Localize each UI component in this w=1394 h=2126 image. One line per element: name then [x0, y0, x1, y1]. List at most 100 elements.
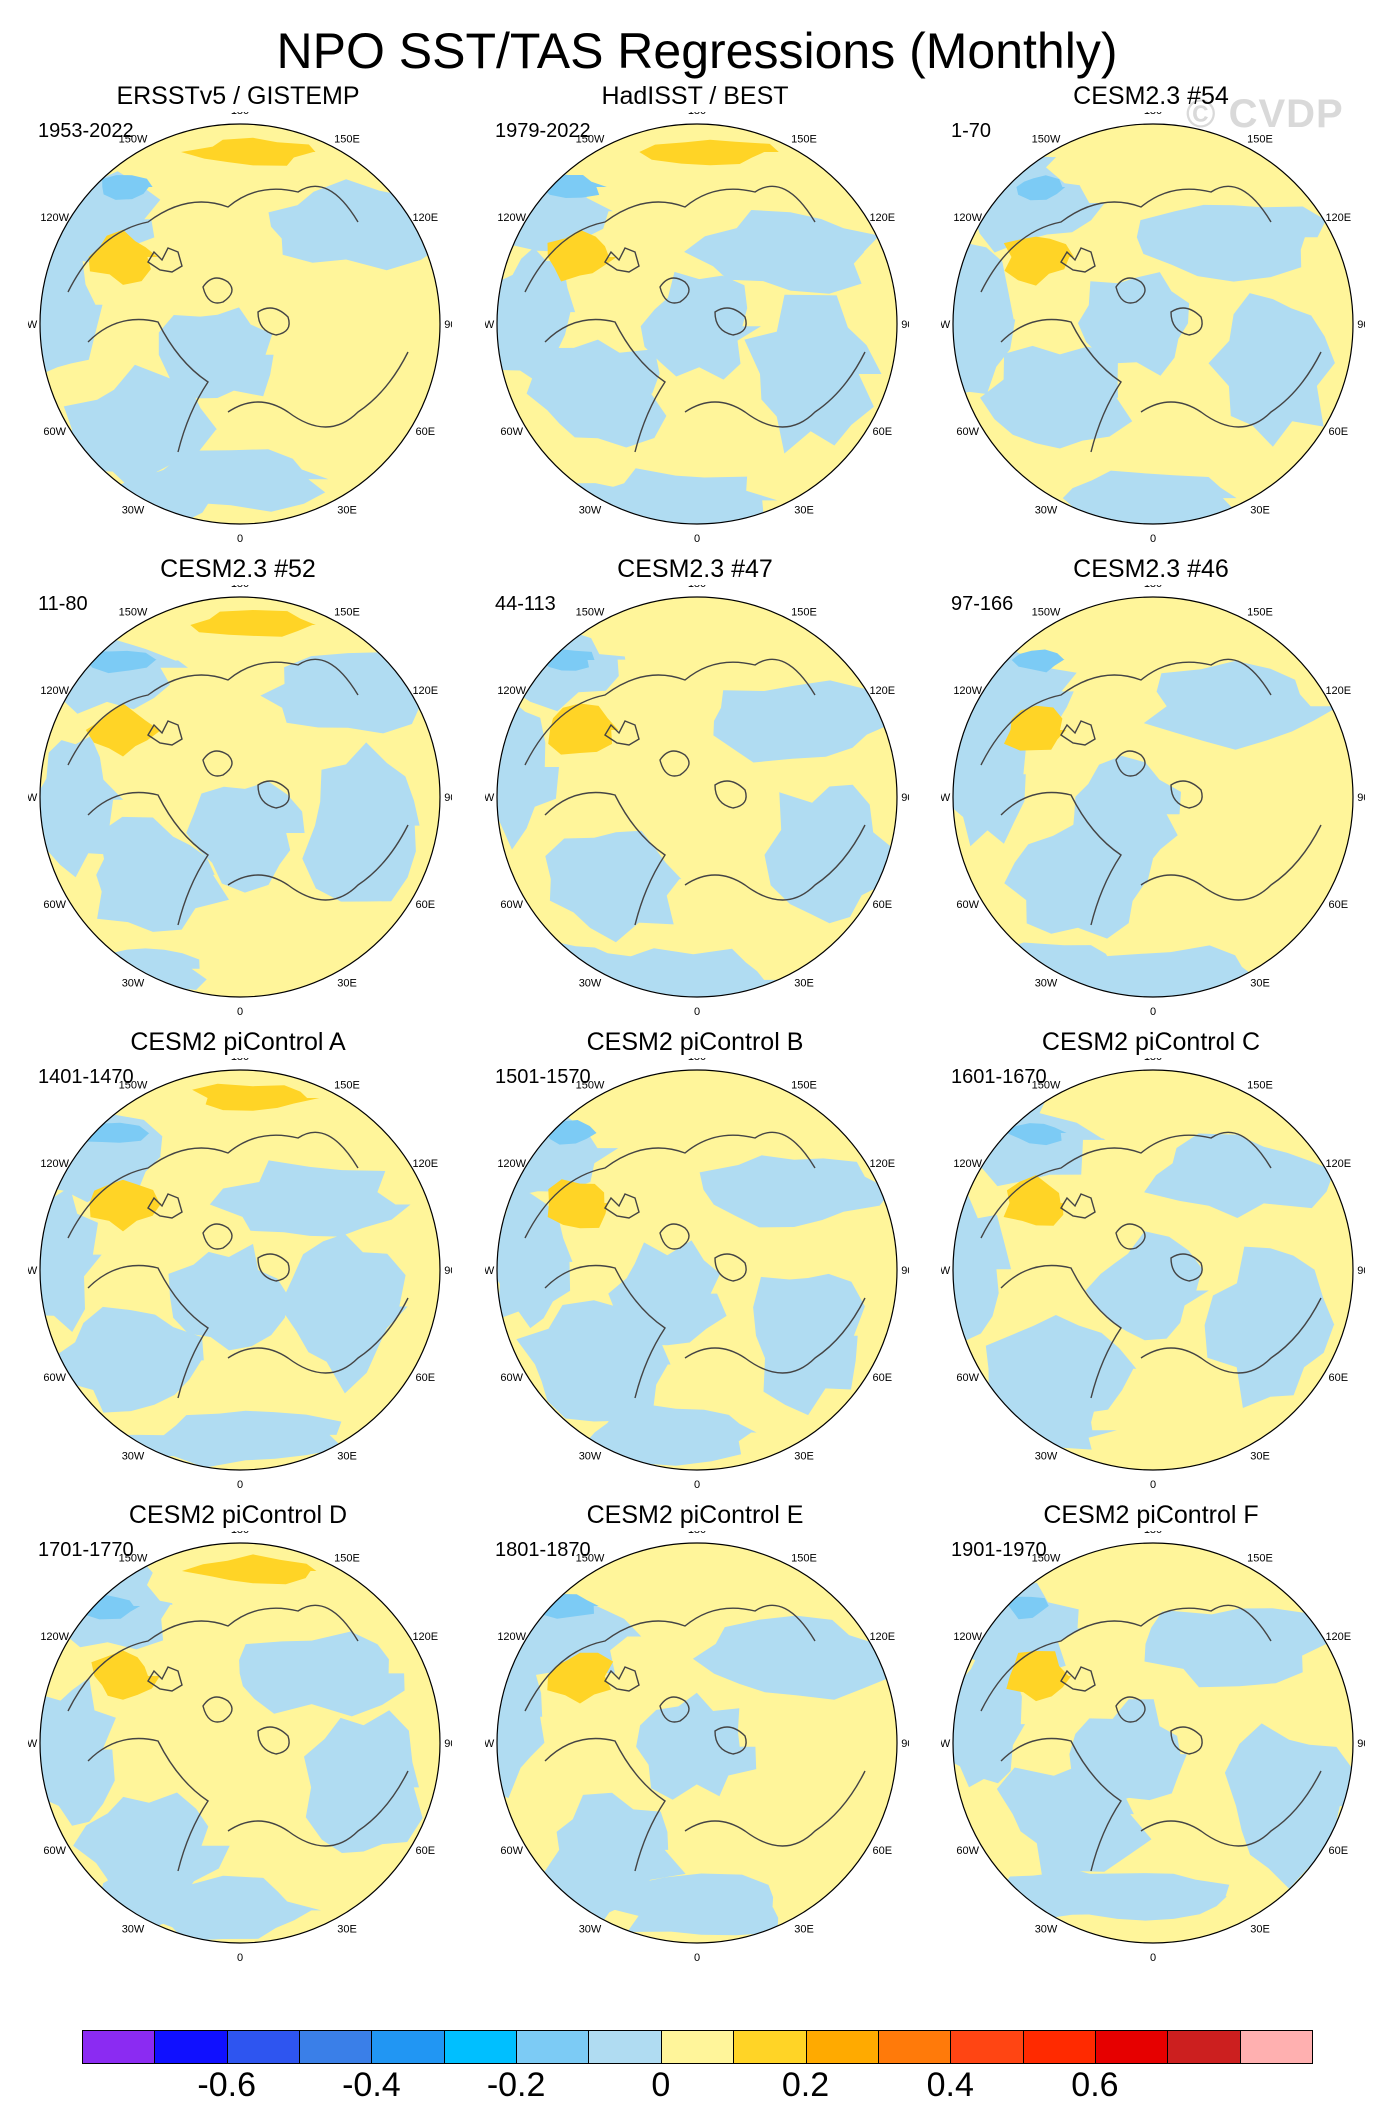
longitude-label: 150E	[791, 1553, 817, 1565]
negative-anomaly-region	[158, 307, 274, 399]
longitude-label: 150W	[119, 134, 148, 146]
negative-anomaly-region	[684, 210, 880, 294]
negative-anomaly-region	[985, 1315, 1137, 1432]
longitude-label: 150E	[791, 134, 817, 146]
negative-anomaly-region	[1208, 293, 1335, 447]
coastline	[87, 1264, 209, 1399]
longitude-label: 180	[1144, 585, 1162, 590]
negative-anomaly-region	[497, 247, 576, 380]
panel-period: 97-166	[951, 593, 1014, 615]
longitude-label: 120W	[953, 1158, 982, 1170]
panel-period: 1901-1970	[951, 1539, 1047, 1561]
panel-period: 1401-1470	[38, 1066, 134, 1088]
positive-anomaly-core	[85, 703, 162, 757]
longitude-label: 60W	[43, 1372, 66, 1384]
panel-title: CESM2 piControl A	[130, 1028, 346, 1056]
longitude-label: 150W	[576, 134, 605, 146]
coastline	[604, 1193, 640, 1219]
longitude-label: 180	[688, 1531, 706, 1536]
coastline	[1170, 780, 1203, 809]
longitude-label: 90W	[28, 1738, 38, 1750]
negative-anomaly-region	[526, 339, 667, 448]
longitude-label: 150E	[791, 607, 817, 619]
longitude-label: 150W	[1032, 1080, 1061, 1092]
coastline	[604, 1666, 640, 1692]
map-boundary	[952, 1542, 1354, 1944]
colorbar-tick-label: -0.6	[197, 2066, 256, 2104]
coastline	[1000, 1264, 1122, 1399]
coastline	[87, 1737, 209, 1872]
longitude-label: 30W	[579, 977, 602, 989]
longitude-label: 180	[688, 585, 706, 590]
map-boundary	[39, 1542, 441, 1944]
positive-anomaly-core	[91, 1650, 160, 1700]
longitude-label: 150E	[1247, 607, 1273, 619]
longitude-label: 180	[231, 1058, 249, 1063]
coastline	[147, 247, 183, 273]
longitude-label: 90E	[444, 1738, 452, 1750]
longitude-label: 90W	[485, 1738, 495, 1750]
longitude-label: 30E	[794, 1923, 814, 1935]
coastline	[544, 1737, 666, 1872]
panel-period: 1801-1870	[495, 1539, 591, 1561]
longitude-label: 90E	[901, 1265, 909, 1277]
panel-title: CESM2.3 #52	[160, 555, 316, 583]
coastline	[684, 351, 866, 428]
longitude-label: 60W	[956, 899, 979, 911]
longitude-label: 30E	[1250, 504, 1270, 516]
colorbar-swatch	[877, 2030, 952, 2064]
coastline	[147, 1666, 183, 1692]
coastline	[257, 1253, 290, 1282]
positive-anomaly-core	[547, 1179, 608, 1229]
longitude-label: 150W	[1032, 607, 1061, 619]
map-panel: CESM2 piControl E 1801-1870 180 150E 120E 90E…	[485, 1501, 909, 1971]
map-panel: HadISST / BEST 1979-2022 180 150E 120E 90E 60E…	[485, 82, 909, 552]
coastline	[659, 277, 690, 304]
longitude-label: 120E	[412, 685, 438, 697]
colorbar-swatch	[226, 2030, 301, 2064]
positive-anomaly-core	[88, 229, 158, 285]
longitude-label: 90W	[28, 1265, 38, 1277]
longitude-label: 90W	[941, 792, 951, 804]
longitude-label: 120E	[412, 1158, 438, 1170]
colorbar-swatch	[82, 2030, 156, 2064]
map-panel: CESM2 piControl C 1601-1670 180 150E 120E 90E…	[941, 1028, 1365, 1498]
longitude-label: 120E	[412, 212, 438, 224]
coastline	[1140, 824, 1322, 901]
longitude-label: 60E	[416, 1845, 436, 1857]
map-panel: ERSSTv5 / GISTEMP 1953-2022 180 150E 120E 90E…	[28, 82, 452, 552]
map-boundary	[39, 1069, 441, 1471]
negative-anomaly-region	[1144, 1133, 1345, 1218]
longitude-label: 60E	[1329, 426, 1349, 438]
longitude-label: 90W	[941, 319, 951, 331]
coastline	[87, 318, 209, 453]
coastline	[980, 185, 1272, 293]
longitude-label: 30W	[579, 504, 602, 516]
negative-anomaly-core	[75, 1122, 150, 1143]
longitude-label: 60E	[873, 1372, 893, 1384]
longitude-label: 120W	[497, 1158, 526, 1170]
longitude-label: 60E	[1329, 1845, 1349, 1857]
longitude-label: 60W	[43, 1845, 66, 1857]
longitude-label: 150E	[791, 1080, 817, 1092]
coastline	[147, 1193, 183, 1219]
coastline	[684, 824, 866, 901]
negative-anomaly-core	[1016, 175, 1066, 201]
longitude-label: 60W	[500, 1372, 523, 1384]
longitude-label: 60W	[43, 899, 66, 911]
longitude-label: 120E	[869, 685, 895, 697]
strong-positive-anomaly	[181, 1554, 317, 1585]
colorbar-swatch	[443, 2030, 518, 2064]
coastline	[1115, 750, 1146, 777]
longitude-label: 30W	[1035, 977, 1058, 989]
coastline	[227, 351, 409, 428]
coastline	[227, 1297, 409, 1374]
longitude-label: 90E	[444, 792, 452, 804]
positive-anomaly-core	[1004, 705, 1067, 751]
longitude-label: 0	[237, 1952, 243, 1964]
colorbar-tick-label: -0.4	[342, 2066, 401, 2104]
polar-stereographic-map: 180 150E 120E 90E 60E 30E 0 30W 60W 90W 120W 150W	[28, 1058, 452, 1491]
negative-anomaly-region	[40, 1186, 102, 1332]
map-panel: CESM2.3 #54 1-70 180 150E 120E 90E 60E 30E 0 30W 6…	[941, 82, 1365, 552]
colorbar-swatch	[660, 2030, 735, 2064]
